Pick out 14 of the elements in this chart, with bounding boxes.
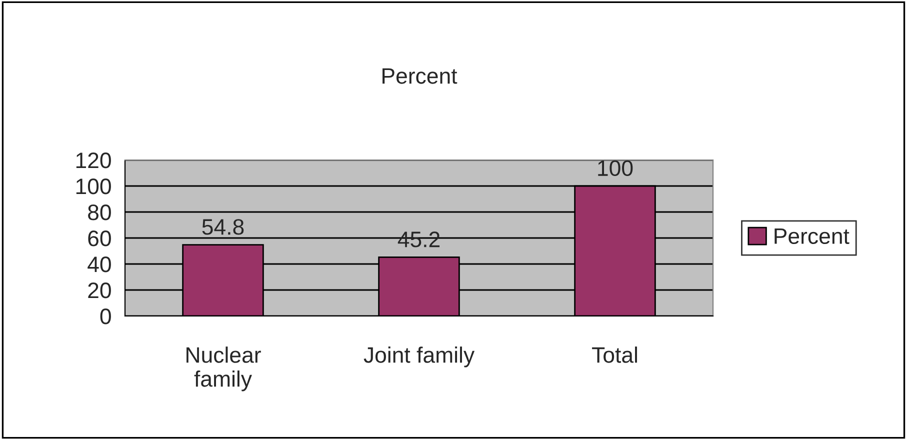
x-tick-label: Joint family <box>364 346 475 368</box>
data-label: 54.8 <box>202 219 244 235</box>
y-tick-label: 0 <box>100 308 111 324</box>
y-tick-label: 40 <box>88 256 111 272</box>
data-label: 100 <box>598 160 633 176</box>
y-tick-label: 100 <box>76 178 111 194</box>
x-tick-label: Nuclear family <box>186 346 261 392</box>
y-tick-label: 120 <box>76 152 111 168</box>
legend-label: Percent <box>774 228 850 244</box>
y-tick-label: 80 <box>88 204 111 220</box>
y-tick-label: 20 <box>88 282 111 298</box>
x-tick-label: Total <box>592 346 637 363</box>
chart-title: Percent <box>382 68 458 84</box>
y-tick-label: 60 <box>88 230 111 246</box>
